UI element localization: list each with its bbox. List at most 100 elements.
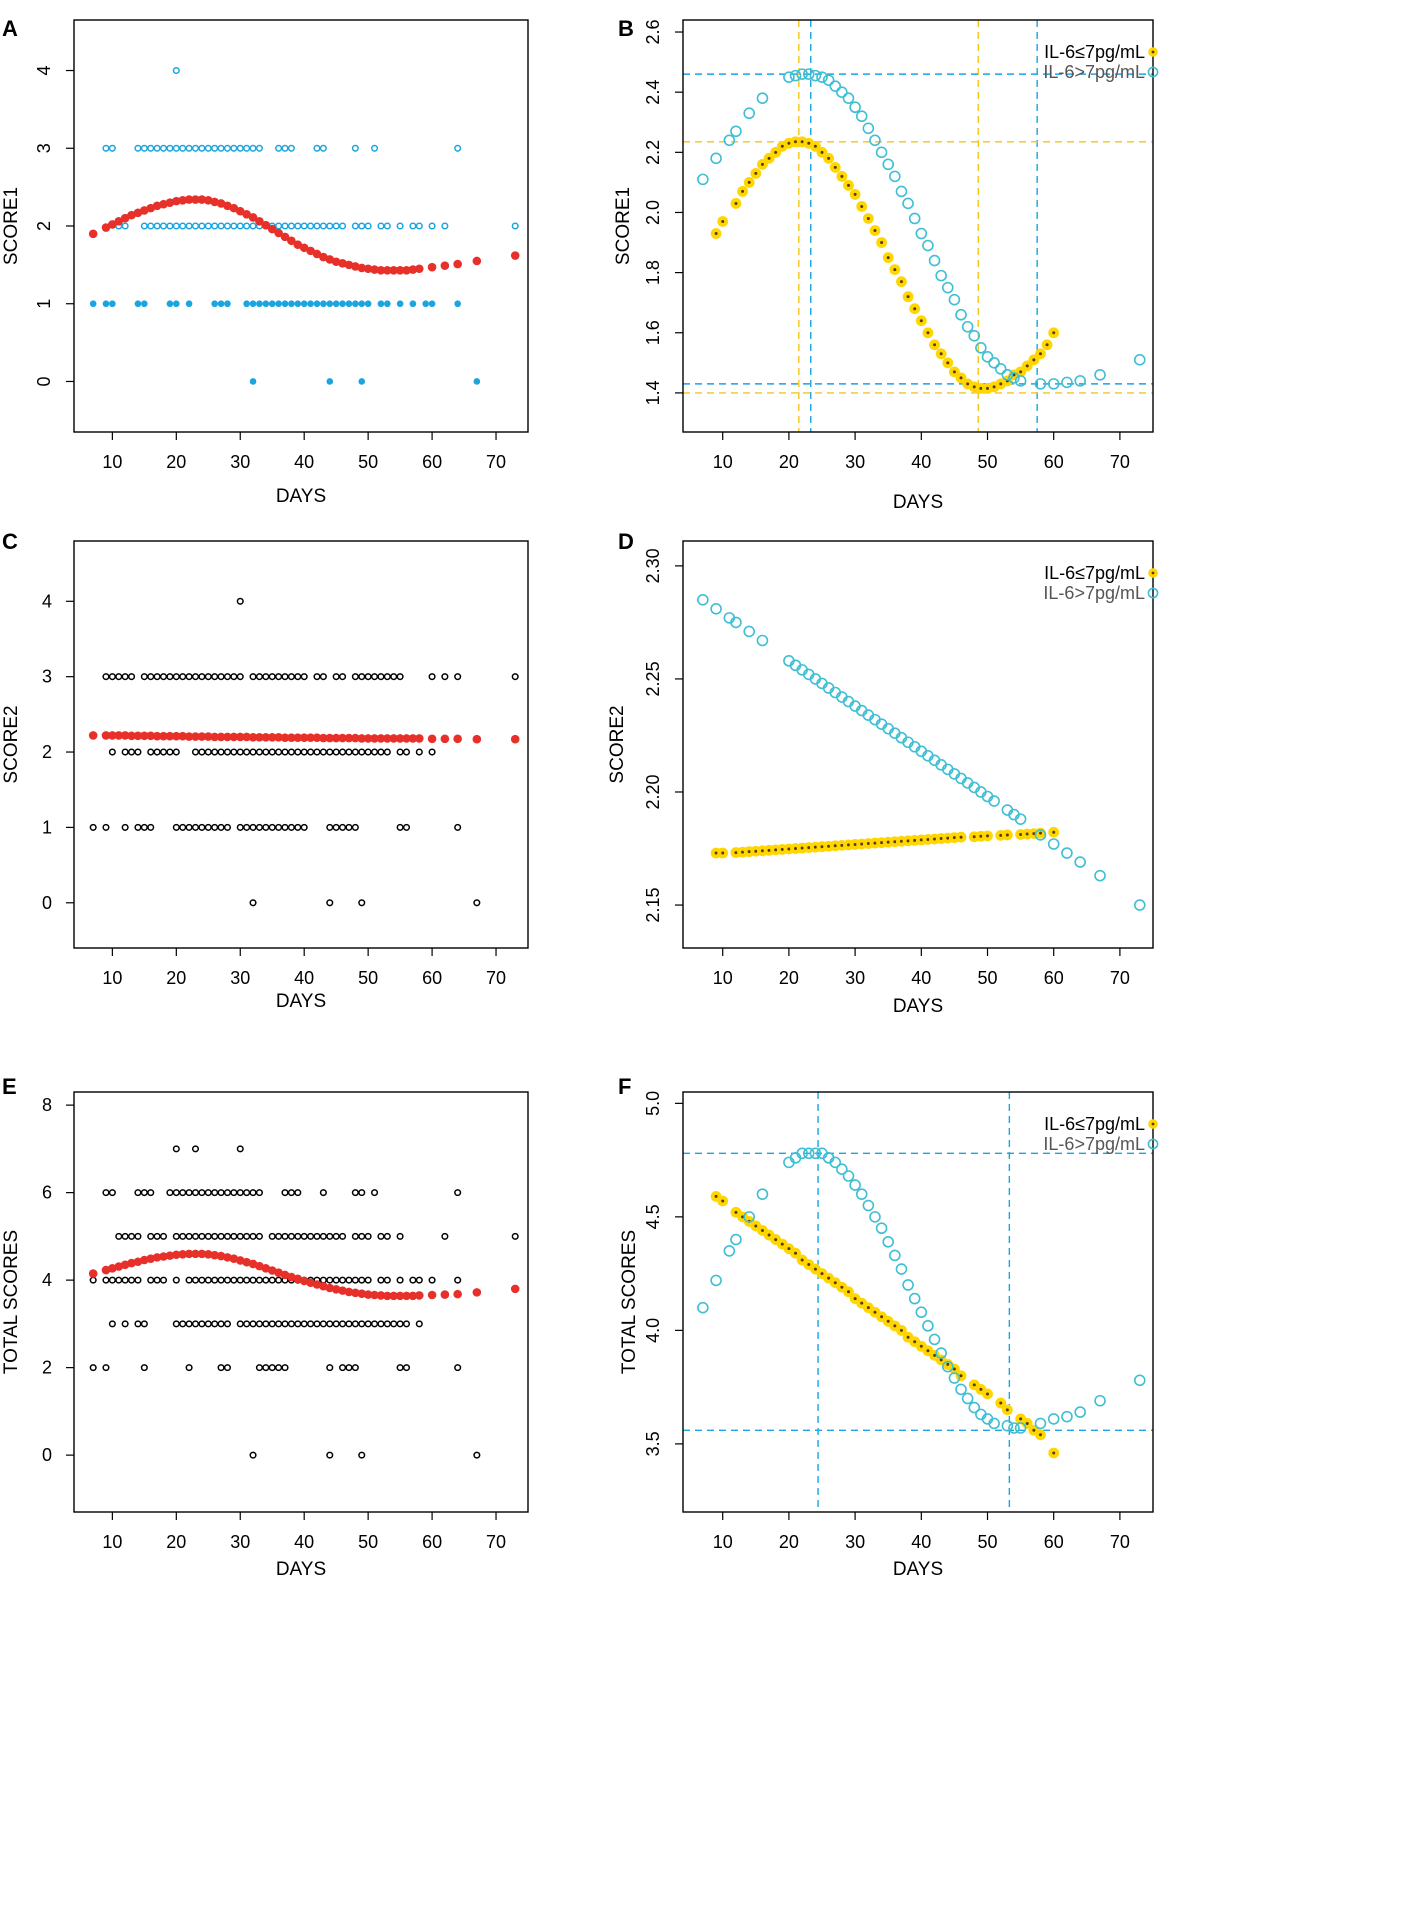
fit-point-c bbox=[267, 733, 277, 742]
data-point-e bbox=[345, 1320, 353, 1328]
data-point-e bbox=[287, 1189, 295, 1197]
fit-point-a bbox=[184, 195, 194, 204]
y-tick-label-d: 2.25 bbox=[643, 661, 663, 696]
data-point-c bbox=[281, 823, 289, 831]
data-point-e bbox=[147, 1232, 155, 1240]
data-point-c bbox=[102, 823, 110, 831]
series-point-gt7-b bbox=[1034, 378, 1047, 390]
data-point-e bbox=[300, 1232, 308, 1240]
fit-point-c bbox=[344, 733, 354, 743]
legend-marker-le7-center-b bbox=[1151, 50, 1155, 54]
data-point-e bbox=[326, 1451, 334, 1459]
series-point-le7-center-f bbox=[827, 1276, 831, 1280]
data-point-c bbox=[140, 823, 148, 831]
data-point-c bbox=[383, 673, 391, 681]
data-point-a bbox=[249, 300, 257, 308]
y-tick-label-b: 2.2 bbox=[643, 140, 663, 165]
x-tick-label-a: 10 bbox=[102, 452, 122, 472]
series-point-le7-center-d bbox=[741, 850, 745, 854]
series-point-le7-center-b bbox=[972, 385, 976, 389]
fit-point-c bbox=[133, 731, 143, 741]
data-point-a bbox=[185, 300, 193, 308]
data-point-a bbox=[185, 144, 193, 152]
data-point-a bbox=[281, 300, 289, 308]
data-point-c bbox=[255, 673, 263, 681]
data-point-a bbox=[383, 222, 391, 230]
data-point-e bbox=[134, 1320, 142, 1328]
data-point-e bbox=[147, 1276, 155, 1284]
series-point-gt7-f bbox=[723, 1245, 736, 1257]
fit-point-e bbox=[216, 1251, 226, 1261]
data-point-e bbox=[326, 1364, 334, 1372]
data-point-a bbox=[441, 222, 449, 230]
data-point-a bbox=[230, 144, 238, 152]
data-point-c bbox=[140, 673, 148, 681]
y-tick-label-c: 4 bbox=[42, 591, 52, 611]
data-point-a bbox=[428, 300, 436, 308]
series-point-gt7-d bbox=[1094, 869, 1106, 882]
data-point-a bbox=[287, 222, 295, 230]
series-point-gt7-b bbox=[955, 308, 967, 321]
data-point-a bbox=[288, 300, 295, 308]
panel-a: A 10 20 30 40 50 60 70 0 1 2 3 4 DAYS SCORE1 bbox=[1, 16, 529, 507]
x-tick-label-b: 10 bbox=[713, 452, 733, 472]
data-point-e bbox=[339, 1364, 347, 1372]
x-axis-title-c: DAYS bbox=[276, 991, 326, 1012]
data-point-a bbox=[294, 222, 302, 230]
series-point-le7-center-f bbox=[946, 1362, 950, 1366]
fit-point-c bbox=[178, 731, 188, 741]
fit-point-c bbox=[287, 733, 296, 743]
data-point-e bbox=[339, 1276, 347, 1284]
data-point-e bbox=[230, 1232, 238, 1240]
fit-point-c bbox=[242, 732, 251, 742]
data-point-e bbox=[402, 1364, 411, 1372]
fit-point-e bbox=[357, 1289, 367, 1298]
fit-point-a bbox=[178, 196, 188, 205]
data-point-e bbox=[268, 1232, 276, 1240]
fit-point-c bbox=[363, 734, 373, 743]
x-tick-label-d: 20 bbox=[779, 968, 799, 988]
data-point-e bbox=[223, 1276, 232, 1284]
data-point-a bbox=[326, 378, 334, 385]
data-point-c bbox=[134, 823, 142, 831]
data-point-c bbox=[236, 748, 244, 756]
data-point-a bbox=[281, 222, 289, 230]
fit-point-c bbox=[312, 733, 322, 743]
series-point-le7-center-d bbox=[833, 844, 837, 848]
series-point-le7-center-b bbox=[979, 386, 983, 390]
series-point-gt7-f bbox=[908, 1292, 921, 1305]
series-point-gt7-f bbox=[809, 1147, 822, 1160]
series-point-gt7-b bbox=[988, 357, 1000, 369]
series-point-le7-center-f bbox=[873, 1310, 877, 1314]
data-point-c bbox=[127, 748, 136, 756]
data-point-a bbox=[179, 144, 187, 152]
data-point-c bbox=[127, 673, 136, 681]
data-point-e bbox=[383, 1276, 391, 1284]
data-point-c bbox=[268, 823, 276, 831]
series-point-le7-center-b bbox=[734, 201, 738, 205]
data-point-e bbox=[441, 1232, 449, 1240]
data-point-c bbox=[339, 673, 347, 681]
data-point-e bbox=[127, 1232, 136, 1240]
series-point-gt7-b bbox=[802, 68, 815, 80]
series-point-gt7-f bbox=[902, 1279, 914, 1291]
data-point-c bbox=[275, 748, 283, 756]
fit-point-a bbox=[255, 217, 264, 226]
data-point-a bbox=[358, 378, 366, 385]
data-point-e bbox=[396, 1364, 404, 1372]
fit-point-c bbox=[159, 731, 168, 741]
series-point-le7-center-b bbox=[807, 141, 811, 145]
data-point-e bbox=[339, 1232, 347, 1240]
data-point-e bbox=[185, 1232, 193, 1240]
data-point-a bbox=[217, 300, 225, 308]
data-point-a bbox=[275, 144, 283, 152]
fit-point-e bbox=[344, 1287, 354, 1297]
data-point-c bbox=[121, 748, 129, 756]
data-point-c bbox=[249, 748, 257, 756]
x-tick-label-c: 20 bbox=[166, 968, 186, 988]
series-point-le7-center-f bbox=[813, 1267, 817, 1271]
data-point-c bbox=[243, 823, 251, 831]
data-point-a bbox=[102, 144, 110, 152]
data-point-a bbox=[217, 222, 225, 230]
x-tick-label-a: 30 bbox=[230, 452, 250, 472]
